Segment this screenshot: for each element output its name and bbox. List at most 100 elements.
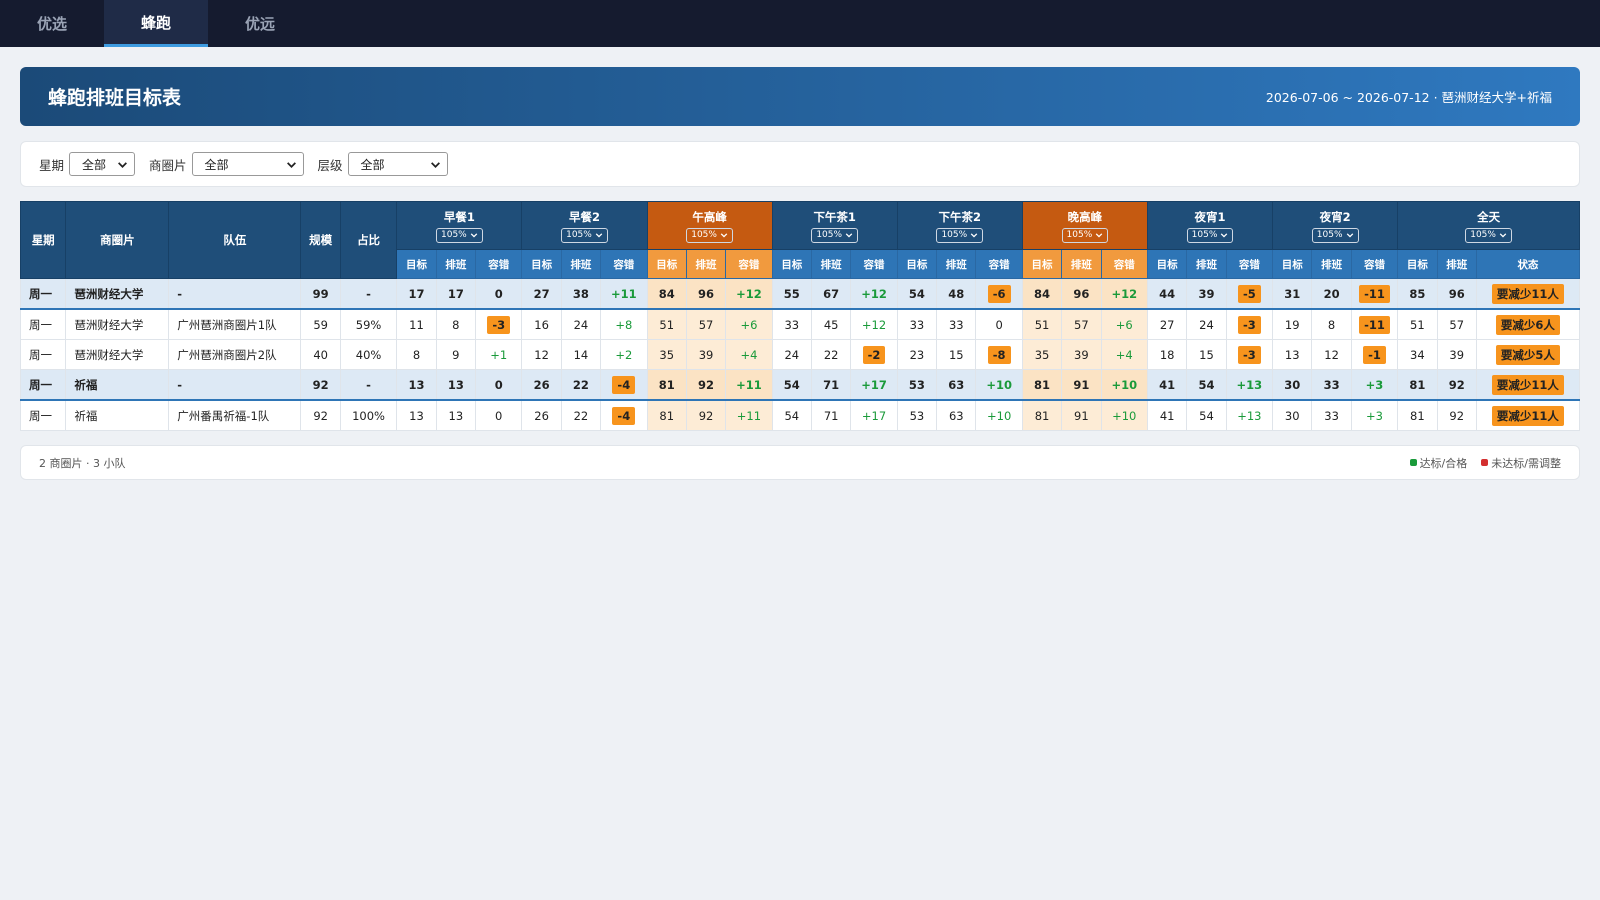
cell: 周一 xyxy=(19,278,67,310)
period-header: 下午茶1 105% xyxy=(771,201,898,250)
table-row: 周一 琶洲财经大学 广州琶洲商圈片2队 40 40% 8 9 +1 12 14 +2 35 39 +4 24… xyxy=(19,339,1581,370)
chevron-icon xyxy=(1221,233,1228,238)
cell: 96 xyxy=(1436,278,1477,310)
tolerance-value: +3 xyxy=(1366,408,1383,423)
cell: 53 xyxy=(896,369,938,401)
cell: 57 xyxy=(685,308,727,340)
tolerance-value: -4 xyxy=(612,375,636,394)
cell: 33 xyxy=(896,308,938,340)
sub-header: 容错 xyxy=(1225,249,1274,279)
chevron-icon xyxy=(1499,233,1507,238)
tolerance-cell: -2 xyxy=(850,339,898,370)
cell: 24 xyxy=(560,308,602,340)
rate-select[interactable]: 105% xyxy=(1311,227,1359,243)
cell: - xyxy=(339,278,398,310)
rate-select[interactable]: 105% xyxy=(936,227,984,243)
tab[interactable]: 优远 xyxy=(244,15,275,33)
rate-select[interactable]: 105% xyxy=(1061,227,1109,243)
legend-swatch xyxy=(1409,459,1417,466)
period-name: 下午茶2 xyxy=(938,209,982,224)
tab[interactable]: 优选 xyxy=(36,15,67,33)
tolerance-cell: +17 xyxy=(850,399,898,431)
cell: 54 xyxy=(771,399,812,431)
cell: 48 xyxy=(936,278,977,310)
cell: 8 xyxy=(396,339,437,370)
table-row: 周一 祈福 -92-13 13 0 26 22 -4 81 92 +11 54 71 +17 53 63 +10… xyxy=(19,369,1581,401)
cell: 15 xyxy=(936,339,977,370)
rate-value: 105% xyxy=(941,230,968,240)
tolerance-value: 0 xyxy=(494,377,503,392)
tolerance-cell: +13 xyxy=(1225,399,1274,431)
cell: 71 xyxy=(810,369,852,401)
cell: 44 xyxy=(1146,278,1188,310)
filter-select[interactable]: 全部 xyxy=(191,152,304,176)
rate-select[interactable]: 105% xyxy=(436,227,483,243)
cell: 84 xyxy=(1021,278,1063,310)
sub-header: 目标 xyxy=(646,249,687,279)
cell: 周一 xyxy=(19,369,67,401)
rate-select[interactable]: 105% xyxy=(686,227,733,243)
tolerance-value: +10 xyxy=(987,408,1012,423)
cell: 24 xyxy=(771,339,812,370)
legend-item: 未达标/需调整 xyxy=(1481,455,1561,471)
tolerance-value: +17 xyxy=(861,377,887,392)
filter-value: 全部 xyxy=(204,157,229,172)
rate-select[interactable]: 105% xyxy=(1186,227,1234,243)
filter-select[interactable]: 全部 xyxy=(347,152,448,176)
header: 蜂跑排班目标表 2026-07-06 ~ 2026-07-12 · 琶洲财经大学… xyxy=(20,67,1580,126)
tolerance-value: +17 xyxy=(861,408,887,423)
sub-header: 排班 xyxy=(685,249,727,279)
filter-label: 商圈片 xyxy=(149,157,187,173)
rate-select[interactable]: 105% xyxy=(561,227,608,243)
chevron-icon xyxy=(1346,233,1353,238)
cell: 81 xyxy=(1021,369,1063,401)
tolerance-value: +12 xyxy=(861,317,887,332)
filter-select[interactable]: 全部 xyxy=(69,152,136,176)
cell: 63 xyxy=(936,399,977,431)
status-cell: 要减少11人 xyxy=(1475,278,1581,310)
period-name: 早餐1 xyxy=(443,209,475,224)
legend-label: 达标/合格 xyxy=(1419,456,1468,470)
tolerance-cell: +12 xyxy=(850,278,898,310)
tolerance-value: +12 xyxy=(861,286,887,301)
cell: 92 xyxy=(300,369,341,401)
cell: 31 xyxy=(1272,278,1313,310)
cell: 33 xyxy=(1311,399,1352,431)
column-header: 商圈片 xyxy=(65,201,170,279)
cell: 51 xyxy=(1397,308,1438,340)
cell: 8 xyxy=(1311,308,1352,340)
sub-header: 容错 xyxy=(725,249,773,279)
cell: 9 xyxy=(435,339,477,370)
tolerance-cell: +12 xyxy=(1100,278,1148,310)
sub-header: 排班 xyxy=(1061,249,1102,279)
tolerance-value: +4 xyxy=(740,347,758,362)
footer-summary: 2 商圈片 · 3 小队 xyxy=(39,456,126,470)
tolerance-value: +13 xyxy=(1237,408,1262,423)
rate-select[interactable]: 105% xyxy=(811,227,859,243)
rate-value: 105% xyxy=(1191,230,1218,240)
tab[interactable]: 蜂跑 xyxy=(104,0,208,47)
rate-select[interactable]: 105% xyxy=(1465,227,1512,243)
legend-swatch xyxy=(1481,459,1489,466)
tolerance-value: -5 xyxy=(1237,284,1261,303)
tolerance-value: +4 xyxy=(1115,347,1133,362)
tolerance-value: +10 xyxy=(986,377,1012,392)
cell: 91 xyxy=(1061,399,1102,431)
sub-header: 排班 xyxy=(936,249,977,279)
cell: 12 xyxy=(1311,339,1352,370)
cell: 92 xyxy=(685,399,727,431)
period-name: 早餐2 xyxy=(568,209,600,224)
tolerance-value: -6 xyxy=(987,284,1011,303)
cell: 100% xyxy=(339,399,398,431)
cell: 81 xyxy=(1397,369,1438,401)
cell: 33 xyxy=(771,308,812,340)
tolerance-value: 0 xyxy=(494,286,503,301)
sub-header: 排班 xyxy=(1186,249,1227,279)
status-cell: 要减少6人 xyxy=(1475,308,1581,340)
cell: 41 xyxy=(1146,369,1188,401)
tolerance-value: +12 xyxy=(1111,286,1138,301)
period-header: 下午茶2 105% xyxy=(896,201,1023,250)
tolerance-value: +3 xyxy=(1365,377,1384,392)
cell: 14 xyxy=(560,339,602,370)
cell: 81 xyxy=(646,399,687,431)
